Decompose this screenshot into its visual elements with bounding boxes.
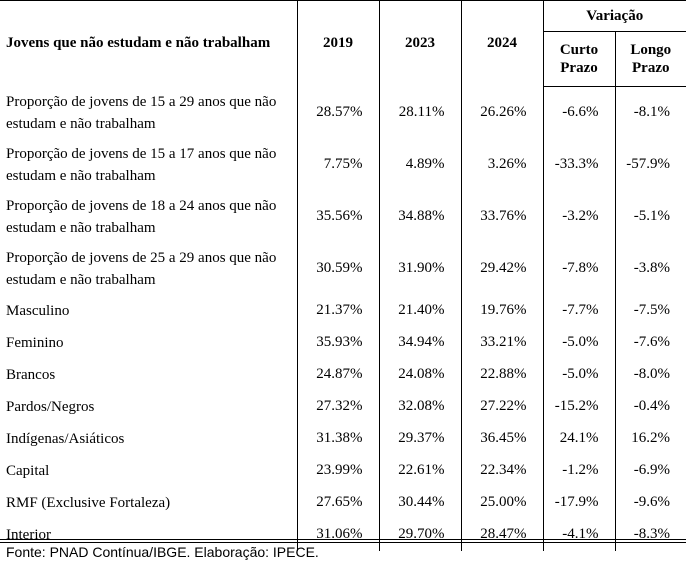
value-2019: 23.99% — [296, 454, 379, 487]
value-2023: 28.11% — [378, 86, 461, 139]
value-long-term: -0.4% — [614, 390, 686, 423]
value-2024: 36.45% — [460, 422, 543, 455]
value-2019: 31.38% — [296, 422, 379, 455]
value-short-term: -15.2% — [542, 390, 615, 423]
row-label: Proporção de jovens de 15 a 17 anos que … — [6, 145, 277, 184]
row-label: RMF (Exclusive Fortaleza) — [6, 494, 171, 511]
row-label: Proporção de jovens de 25 a 29 anos que … — [6, 249, 277, 288]
value-2023: 31.90% — [378, 242, 461, 295]
value-2024: 28.47% — [460, 518, 543, 551]
value-2023: 21.40% — [378, 294, 461, 327]
value-long-term: -6.9% — [614, 454, 686, 487]
table-bottom-rule — [0, 539, 686, 540]
header-short-term: Curto Prazo — [542, 31, 615, 87]
value-2023: 34.88% — [378, 190, 461, 243]
value-2023: 29.70% — [378, 518, 461, 551]
value-short-term: -6.6% — [542, 86, 615, 139]
table-row: RMF (Exclusive Fortaleza) 27.65% 30.44% … — [0, 486, 686, 519]
table-row: Proporção de jovens de 15 a 17 anos que … — [0, 138, 686, 191]
value-short-term: -3.2% — [542, 190, 615, 243]
value-2024: 19.76% — [460, 294, 543, 327]
row-label: Pardos/Negros — [6, 398, 95, 415]
value-2023: 32.08% — [378, 390, 461, 423]
value-2019: 35.93% — [296, 326, 379, 359]
value-long-term: -7.6% — [614, 326, 686, 359]
value-2024: 27.22% — [460, 390, 543, 423]
value-2024: 33.21% — [460, 326, 543, 359]
value-2019: 24.87% — [296, 358, 379, 391]
table-row: Proporção de jovens de 25 a 29 anos que … — [0, 242, 686, 295]
youth-neet-table: Jovens que não estudam e não trabalham 2… — [0, 0, 686, 551]
table-row: Proporção de jovens de 15 a 29 anos que … — [0, 86, 686, 139]
value-long-term: 16.2% — [614, 422, 686, 455]
value-2024: 26.26% — [460, 86, 543, 139]
value-long-term: -3.8% — [614, 242, 686, 295]
table-row: Capital 23.99% 22.61% 22.34% -1.2% -6.9% — [0, 454, 686, 487]
value-long-term: -57.9% — [614, 138, 686, 191]
value-2023: 34.94% — [378, 326, 461, 359]
value-2019: 28.57% — [296, 86, 379, 139]
value-short-term: -4.1% — [542, 518, 615, 551]
value-2024: 29.42% — [460, 242, 543, 295]
table-row: Pardos/Negros 27.32% 32.08% 27.22% -15.2… — [0, 390, 686, 423]
row-label: Indígenas/Asiáticos — [6, 430, 125, 447]
value-2019: 35.56% — [296, 190, 379, 243]
value-2024: 22.34% — [460, 454, 543, 487]
table-row: Feminino 35.93% 34.94% 33.21% -5.0% -7.6… — [0, 326, 686, 359]
table-row: Masculino 21.37% 21.40% 19.76% -7.7% -7.… — [0, 294, 686, 327]
table-bottom-rule-double — [0, 542, 686, 543]
header-year-2024: 2024 — [460, 0, 543, 87]
value-2024: 3.26% — [460, 138, 543, 191]
value-short-term: -7.7% — [542, 294, 615, 327]
value-2019: 7.75% — [296, 138, 379, 191]
row-label: Feminino — [6, 334, 64, 351]
value-2023: 4.89% — [378, 138, 461, 191]
table-row: Interior 31.06% 29.70% 28.47% -4.1% -8.3… — [0, 518, 686, 551]
header-long-term: Longo Prazo — [614, 31, 686, 87]
value-2019: 27.65% — [296, 486, 379, 519]
value-short-term: -5.0% — [542, 326, 615, 359]
table-row: Indígenas/Asiáticos 31.38% 29.37% 36.45%… — [0, 422, 686, 455]
table-row: Brancos 24.87% 24.08% 22.88% -5.0% -8.0% — [0, 358, 686, 391]
row-label: Capital — [6, 462, 50, 479]
value-short-term: -1.2% — [542, 454, 615, 487]
header-variation: Variação — [542, 0, 686, 32]
value-2019: 31.06% — [296, 518, 379, 551]
row-label: Proporção de jovens de 15 a 29 anos que … — [6, 93, 277, 132]
value-long-term: -8.3% — [614, 518, 686, 551]
value-short-term: -5.0% — [542, 358, 615, 391]
value-long-term: -7.5% — [614, 294, 686, 327]
row-label: Masculino — [6, 302, 70, 319]
value-long-term: -8.1% — [614, 86, 686, 139]
value-short-term: -17.9% — [542, 486, 615, 519]
value-2023: 30.44% — [378, 486, 461, 519]
table-row: Proporção de jovens de 18 a 24 anos que … — [0, 190, 686, 243]
value-2023: 29.37% — [378, 422, 461, 455]
value-2019: 30.59% — [296, 242, 379, 295]
value-2023: 24.08% — [378, 358, 461, 391]
header-label: Jovens que não estudam e não trabalham — [6, 35, 271, 52]
row-label: Proporção de jovens de 18 a 24 anos que … — [6, 197, 277, 236]
value-short-term: -7.8% — [542, 242, 615, 295]
value-2019: 27.32% — [296, 390, 379, 423]
value-short-term: 24.1% — [542, 422, 615, 455]
header-year-2019: 2019 — [296, 0, 379, 87]
value-2024: 33.76% — [460, 190, 543, 243]
row-label: Brancos — [6, 366, 56, 383]
source-note: Fonte: PNAD Contínua/IBGE. Elaboração: I… — [6, 544, 319, 560]
table-body: Proporção de jovens de 15 a 29 anos que … — [0, 86, 686, 551]
value-2019: 21.37% — [296, 294, 379, 327]
value-2024: 25.00% — [460, 486, 543, 519]
row-label: Interior — [6, 526, 51, 543]
value-long-term: -5.1% — [614, 190, 686, 243]
value-2024: 22.88% — [460, 358, 543, 391]
value-long-term: -9.6% — [614, 486, 686, 519]
value-short-term: -33.3% — [542, 138, 615, 191]
value-2023: 22.61% — [378, 454, 461, 487]
header-year-2023: 2023 — [378, 0, 461, 87]
value-long-term: -8.0% — [614, 358, 686, 391]
